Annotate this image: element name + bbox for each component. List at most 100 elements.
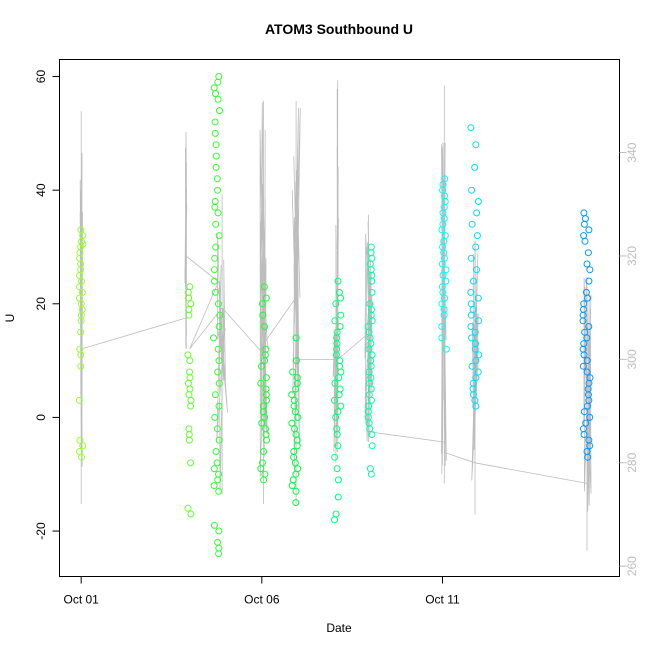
data-point xyxy=(259,459,266,467)
data-point xyxy=(258,419,266,427)
data-point xyxy=(211,254,219,262)
data-point xyxy=(214,345,222,353)
data-point xyxy=(331,453,339,461)
x-tick-label: Oct 11 xyxy=(425,593,460,607)
data-point xyxy=(77,328,85,336)
data-point xyxy=(288,391,296,399)
data-point xyxy=(215,73,223,80)
data-point xyxy=(214,186,221,194)
data-point xyxy=(467,300,475,308)
data-point xyxy=(185,425,193,433)
data-point xyxy=(210,84,218,92)
data-point xyxy=(212,163,220,171)
data-point xyxy=(213,175,221,183)
data-point xyxy=(214,300,222,308)
data-point xyxy=(212,220,220,228)
y-right-tick-label: 280 xyxy=(625,452,639,472)
data-point xyxy=(583,357,591,365)
data-point xyxy=(215,527,223,535)
data-point xyxy=(259,311,267,319)
data-point xyxy=(467,288,475,296)
data-point xyxy=(336,357,344,365)
data-point xyxy=(76,448,83,455)
x-axis: Oct 01 Oct 06 Oct 11 xyxy=(63,576,460,607)
data-point xyxy=(366,300,374,308)
y-tick-label: 20 xyxy=(34,297,48,311)
data-point xyxy=(580,209,588,217)
data-point xyxy=(468,362,476,370)
data-point xyxy=(471,163,479,171)
data-point xyxy=(365,402,373,410)
data-point xyxy=(580,232,588,240)
data-point xyxy=(215,470,222,478)
data-point xyxy=(215,402,223,410)
data-point xyxy=(186,283,194,291)
data-point xyxy=(441,175,449,183)
data-point xyxy=(332,510,340,518)
data-point xyxy=(336,385,344,393)
data-point xyxy=(475,351,483,359)
data-point xyxy=(585,277,593,285)
data-point xyxy=(367,243,375,251)
data-point xyxy=(468,334,475,342)
data-point xyxy=(368,351,376,359)
data-point xyxy=(334,277,342,285)
data-point xyxy=(289,368,297,376)
data-point xyxy=(583,448,591,455)
data-point xyxy=(474,198,482,205)
data-point xyxy=(215,323,223,330)
data-point xyxy=(213,425,221,433)
data-point xyxy=(210,465,218,473)
data-point xyxy=(583,368,591,376)
data-point xyxy=(211,288,219,296)
data-point xyxy=(216,107,223,115)
data-point xyxy=(215,232,223,240)
data-point xyxy=(262,374,270,382)
data-point xyxy=(290,396,298,404)
data-point xyxy=(211,413,219,421)
data-point xyxy=(337,402,345,410)
data-point xyxy=(335,288,343,296)
data-point xyxy=(586,266,594,274)
data-point xyxy=(579,425,587,433)
data-point xyxy=(439,271,447,279)
data-point xyxy=(257,379,265,387)
data-point xyxy=(580,300,588,308)
data-point xyxy=(214,368,222,376)
data-point xyxy=(215,357,223,365)
data-point xyxy=(468,220,476,228)
data-point xyxy=(290,448,298,455)
data-point xyxy=(581,328,589,336)
data-point xyxy=(186,368,193,376)
data-point xyxy=(579,362,587,370)
data-point xyxy=(215,436,223,444)
data-point xyxy=(582,288,590,296)
chart-title: ATOM3 Southbound U xyxy=(265,21,413,37)
data-point xyxy=(469,379,477,387)
data-point xyxy=(292,499,300,507)
data-point xyxy=(471,328,479,336)
data-point xyxy=(584,249,592,257)
data-point xyxy=(368,442,376,450)
data-point xyxy=(438,334,446,342)
y-tick-label: 0 xyxy=(34,414,48,421)
data-point xyxy=(582,419,590,427)
y-right-tick-label: 340 xyxy=(625,142,639,162)
data-point xyxy=(475,317,483,325)
data-point xyxy=(440,306,448,313)
data-point xyxy=(213,459,221,467)
data-point xyxy=(76,345,84,353)
data-point xyxy=(442,277,450,285)
data-point xyxy=(292,487,300,495)
data-point xyxy=(583,260,591,268)
data-point xyxy=(473,232,481,240)
data-point xyxy=(334,493,342,501)
data-point xyxy=(211,277,218,285)
data-point xyxy=(438,300,446,308)
plot-frame xyxy=(59,59,620,577)
data-point xyxy=(214,538,221,546)
y-tick-label: 40 xyxy=(34,183,48,197)
data-point xyxy=(467,323,475,330)
y-axis-right: 260 280 300 320 340 xyxy=(619,142,639,576)
data-point xyxy=(184,504,192,512)
